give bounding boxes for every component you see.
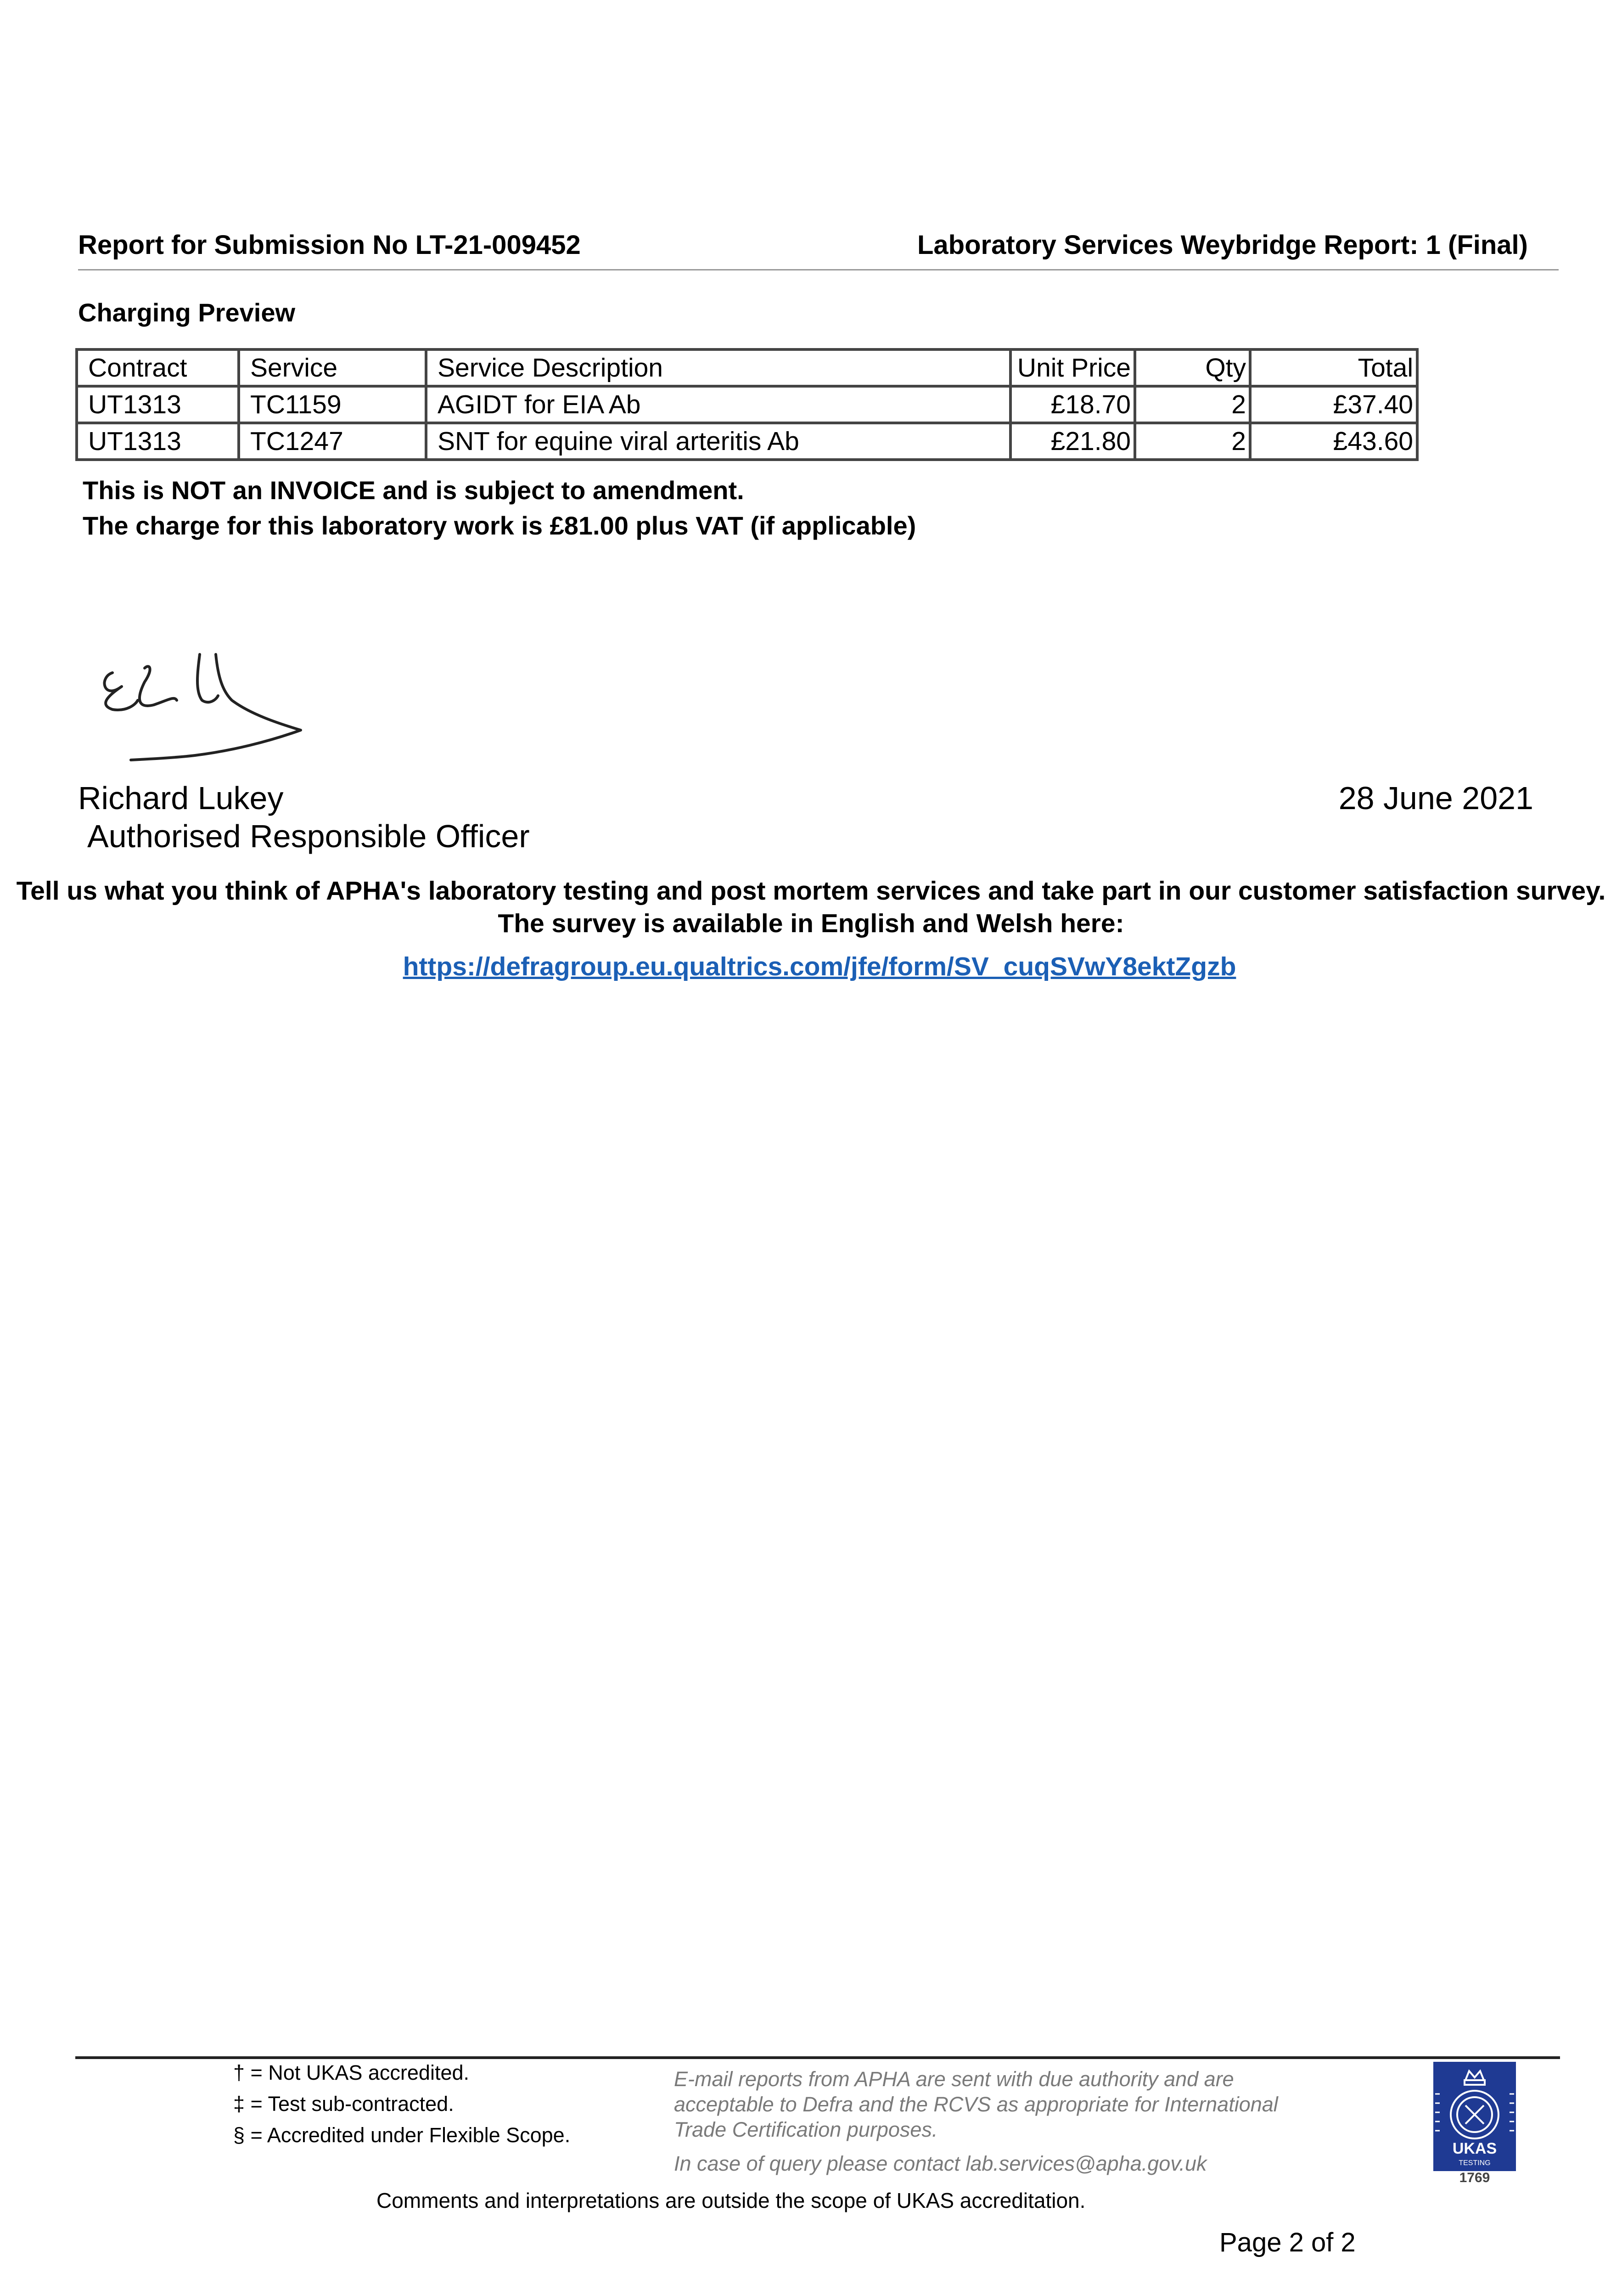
column-header: Service [237, 348, 427, 388]
column-header: Unit Price [1009, 348, 1136, 388]
cell-total: £37.40 [1249, 385, 1419, 424]
survey-invitation: Tell us what you think of APHA's laborat… [16, 876, 1606, 938]
query-contact: In case of query please contact lab.serv… [674, 2152, 1207, 2175]
svg-text:UKAS: UKAS [1453, 2140, 1497, 2157]
page-number: Page 2 of 2 [1219, 2228, 1356, 2257]
cell-description: AGIDT for EIA Ab [425, 385, 1012, 424]
email-note-line: E-mail reports from APHA are sent with d… [674, 2067, 1234, 2091]
survey-link[interactable]: https://defragroup.eu.qualtrics.com/jfe/… [403, 952, 1236, 981]
report-title: Laboratory Services Weybridge Report: 1 … [917, 230, 1528, 260]
report-date: 28 June 2021 [1338, 780, 1533, 816]
email-note-line: acceptable to Defra and the RCVS as appr… [674, 2093, 1278, 2116]
cell-service: TC1159 [237, 385, 427, 424]
cell-qty: 2 [1134, 385, 1252, 424]
not-invoice-note: This is NOT an INVOICE and is subject to… [83, 476, 744, 505]
signature-image [103, 653, 302, 761]
ukas-lab-number: 1769 [1459, 2170, 1490, 2185]
charging-preview-title: Charging Preview [78, 298, 296, 327]
email-note-line: Trade Certification purposes. [674, 2118, 938, 2141]
footer-divider [75, 2056, 1560, 2059]
cell-qty: 2 [1134, 422, 1252, 461]
svg-text:TESTING: TESTING [1459, 2159, 1490, 2167]
cell-contract: UT1313 [75, 422, 240, 461]
column-header: Service Description [425, 348, 1012, 388]
header-divider [78, 269, 1559, 270]
cell-service: TC1247 [237, 422, 427, 461]
table-row: UT1313 TC1247 SNT for equine viral arter… [75, 422, 1419, 461]
submission-number: Report for Submission No LT-21-009452 [78, 230, 581, 260]
signer-name: Richard Lukey [78, 780, 284, 816]
cell-unit-price: £21.80 [1009, 422, 1136, 461]
column-header: Qty [1134, 348, 1252, 388]
cell-contract: UT1313 [75, 385, 240, 424]
ukas-logo: UKAS TESTING [1433, 2062, 1516, 2171]
signer-role: Authorised Responsible Officer [87, 818, 530, 854]
table-row: UT1313 TC1159 AGIDT for EIA Ab £18.70 2 … [75, 385, 1419, 424]
cell-total: £43.60 [1249, 422, 1419, 461]
footnote-flexible-scope: § = Accredited under Flexible Scope. [233, 2123, 571, 2147]
footnote-subcontracted: ‡ = Test sub-contracted. [233, 2092, 454, 2116]
charge-total-note: The charge for this laboratory work is £… [83, 511, 916, 540]
footnote-not-accredited: † = Not UKAS accredited. [233, 2061, 470, 2084]
charging-table: Contract Service Service Description Uni… [75, 348, 1419, 461]
cell-unit-price: £18.70 [1009, 385, 1136, 424]
column-header: Total [1249, 348, 1419, 388]
cell-description: SNT for equine viral arteritis Ab [425, 422, 1012, 461]
column-header: Contract [75, 348, 240, 388]
table-header-row: Contract Service Service Description Uni… [75, 348, 1419, 388]
ukas-comments-note: Comments and interpretations are outside… [376, 2189, 1086, 2212]
